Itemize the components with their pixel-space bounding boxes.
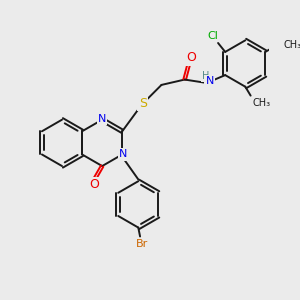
Text: N: N [119, 149, 127, 160]
Text: Cl: Cl [207, 31, 218, 41]
Text: O: O [186, 51, 196, 64]
Text: H: H [202, 71, 210, 81]
Text: N: N [98, 114, 106, 124]
Text: Br: Br [136, 238, 148, 249]
Text: O: O [89, 178, 99, 191]
Text: N: N [206, 76, 214, 86]
Text: CH₃: CH₃ [283, 40, 300, 50]
Text: S: S [139, 97, 147, 110]
Text: CH₃: CH₃ [252, 98, 271, 108]
